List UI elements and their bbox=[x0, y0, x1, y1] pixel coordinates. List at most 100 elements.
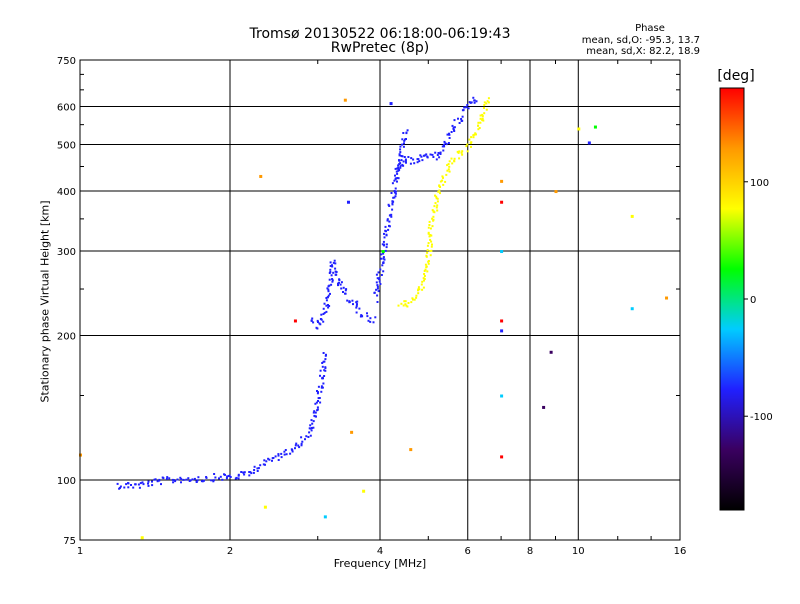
trace-point-o bbox=[323, 302, 326, 305]
phase-stats-heading: Phase bbox=[635, 23, 665, 34]
trace-point-x bbox=[426, 249, 429, 252]
trace-point-o bbox=[375, 273, 378, 276]
trace-point-o bbox=[212, 479, 215, 482]
trace-point-o bbox=[312, 420, 315, 423]
trace-point-o bbox=[355, 311, 358, 314]
trace-point-o bbox=[300, 444, 303, 447]
trace-point-o bbox=[327, 306, 330, 309]
trace-point-o bbox=[138, 486, 141, 489]
trace-point-o bbox=[404, 138, 406, 141]
trace-point-o bbox=[358, 307, 361, 310]
trace-point-o bbox=[398, 153, 401, 156]
trace-point-o bbox=[397, 177, 400, 180]
trace-point-o bbox=[329, 265, 332, 267]
trace-point-o bbox=[451, 124, 454, 127]
trace-point-x bbox=[431, 217, 434, 220]
trace-point-o bbox=[320, 313, 323, 316]
trace-point-x bbox=[412, 298, 414, 301]
trace-point-x bbox=[483, 106, 485, 109]
trace-point-o bbox=[335, 271, 338, 273]
trace-point-x bbox=[397, 304, 400, 307]
trace-point-x bbox=[439, 192, 441, 195]
trace-point-o bbox=[327, 288, 330, 291]
trace-point-x bbox=[425, 254, 428, 257]
trace-point-o bbox=[165, 477, 168, 480]
trace-point-o bbox=[309, 427, 312, 430]
trace-point-x bbox=[429, 254, 432, 257]
scatter-point bbox=[549, 350, 553, 354]
trace-point-o bbox=[330, 274, 333, 277]
trace-point-o bbox=[382, 257, 385, 260]
trace-point-x bbox=[475, 133, 477, 136]
trace-point-o bbox=[295, 442, 298, 445]
trace-point-o bbox=[213, 473, 216, 475]
trace-point-o bbox=[285, 453, 288, 456]
trace-point-o bbox=[447, 142, 450, 144]
trace-point-o bbox=[386, 218, 389, 221]
trace-point-o bbox=[162, 477, 165, 480]
trace-point-o bbox=[376, 287, 379, 290]
trace-point-o bbox=[317, 321, 319, 323]
trace-point-o bbox=[166, 476, 169, 479]
trace-point-o bbox=[168, 477, 171, 480]
trace-point-o bbox=[309, 424, 312, 427]
trace-point-o bbox=[376, 277, 379, 280]
trace-point-x bbox=[481, 113, 484, 116]
trace-point-o bbox=[393, 179, 396, 182]
trace-point-o bbox=[400, 155, 403, 157]
trace-point-o bbox=[407, 156, 410, 158]
trace-point-o bbox=[383, 243, 386, 246]
trace-point-x bbox=[482, 119, 485, 122]
y-tick-label: 500 bbox=[57, 141, 76, 152]
trace-point-o bbox=[311, 317, 314, 320]
trace-point-o bbox=[395, 177, 398, 180]
trace-point-x bbox=[420, 283, 423, 286]
trace-point-x bbox=[468, 138, 471, 141]
trace-point-o bbox=[147, 480, 150, 483]
scatter-point bbox=[389, 102, 393, 106]
colorbar-label: [deg] bbox=[717, 68, 755, 84]
trace-point-o bbox=[404, 160, 407, 163]
trace-point-x bbox=[427, 226, 430, 229]
trace-point-x bbox=[411, 297, 414, 300]
trace-point-x bbox=[417, 292, 420, 295]
trace-point-o bbox=[390, 213, 393, 216]
trace-point-o bbox=[443, 140, 446, 143]
trace-point-o bbox=[264, 463, 266, 466]
trace-point-o bbox=[320, 385, 323, 388]
trace-point-o bbox=[180, 478, 183, 481]
y-tick-label: 400 bbox=[57, 187, 76, 198]
trace-point-o bbox=[398, 169, 401, 171]
trace-point-o bbox=[409, 162, 412, 165]
scatter-point bbox=[343, 98, 347, 102]
colorbar-tick-label: 0 bbox=[750, 295, 756, 306]
phase-stats-o: mean, sd,O: -95.3, 13.7 bbox=[581, 35, 700, 46]
trace-point-o bbox=[448, 137, 451, 139]
trace-point-o bbox=[327, 290, 330, 293]
trace-point-o bbox=[237, 474, 240, 477]
trace-point-o bbox=[394, 187, 397, 190]
trace-point-x bbox=[445, 173, 448, 176]
colorbar-gradient bbox=[719, 87, 745, 511]
trace-point-o bbox=[314, 411, 317, 414]
trace-point-x bbox=[422, 286, 425, 289]
trace-point-x bbox=[427, 260, 430, 263]
colorbar-tick-label: 100 bbox=[750, 178, 769, 189]
trace-point-o bbox=[334, 262, 337, 265]
trace-point-o bbox=[374, 316, 377, 319]
trace-point-o bbox=[289, 452, 292, 455]
trace-point-x bbox=[430, 249, 433, 252]
trace-point-o bbox=[301, 440, 304, 443]
trace-point-o bbox=[317, 397, 320, 400]
trace-point-o bbox=[355, 306, 358, 309]
trace-point-o bbox=[388, 205, 391, 207]
trace-point-o bbox=[229, 476, 232, 478]
trace-point-o bbox=[390, 215, 393, 218]
trace-point-x bbox=[461, 153, 464, 156]
trace-point-o bbox=[385, 246, 388, 249]
trace-point-o bbox=[404, 158, 407, 161]
trace-point-o bbox=[403, 156, 406, 158]
trace-point-o bbox=[369, 317, 372, 320]
trace-point-o bbox=[317, 391, 319, 394]
trace-point-o bbox=[154, 478, 157, 481]
